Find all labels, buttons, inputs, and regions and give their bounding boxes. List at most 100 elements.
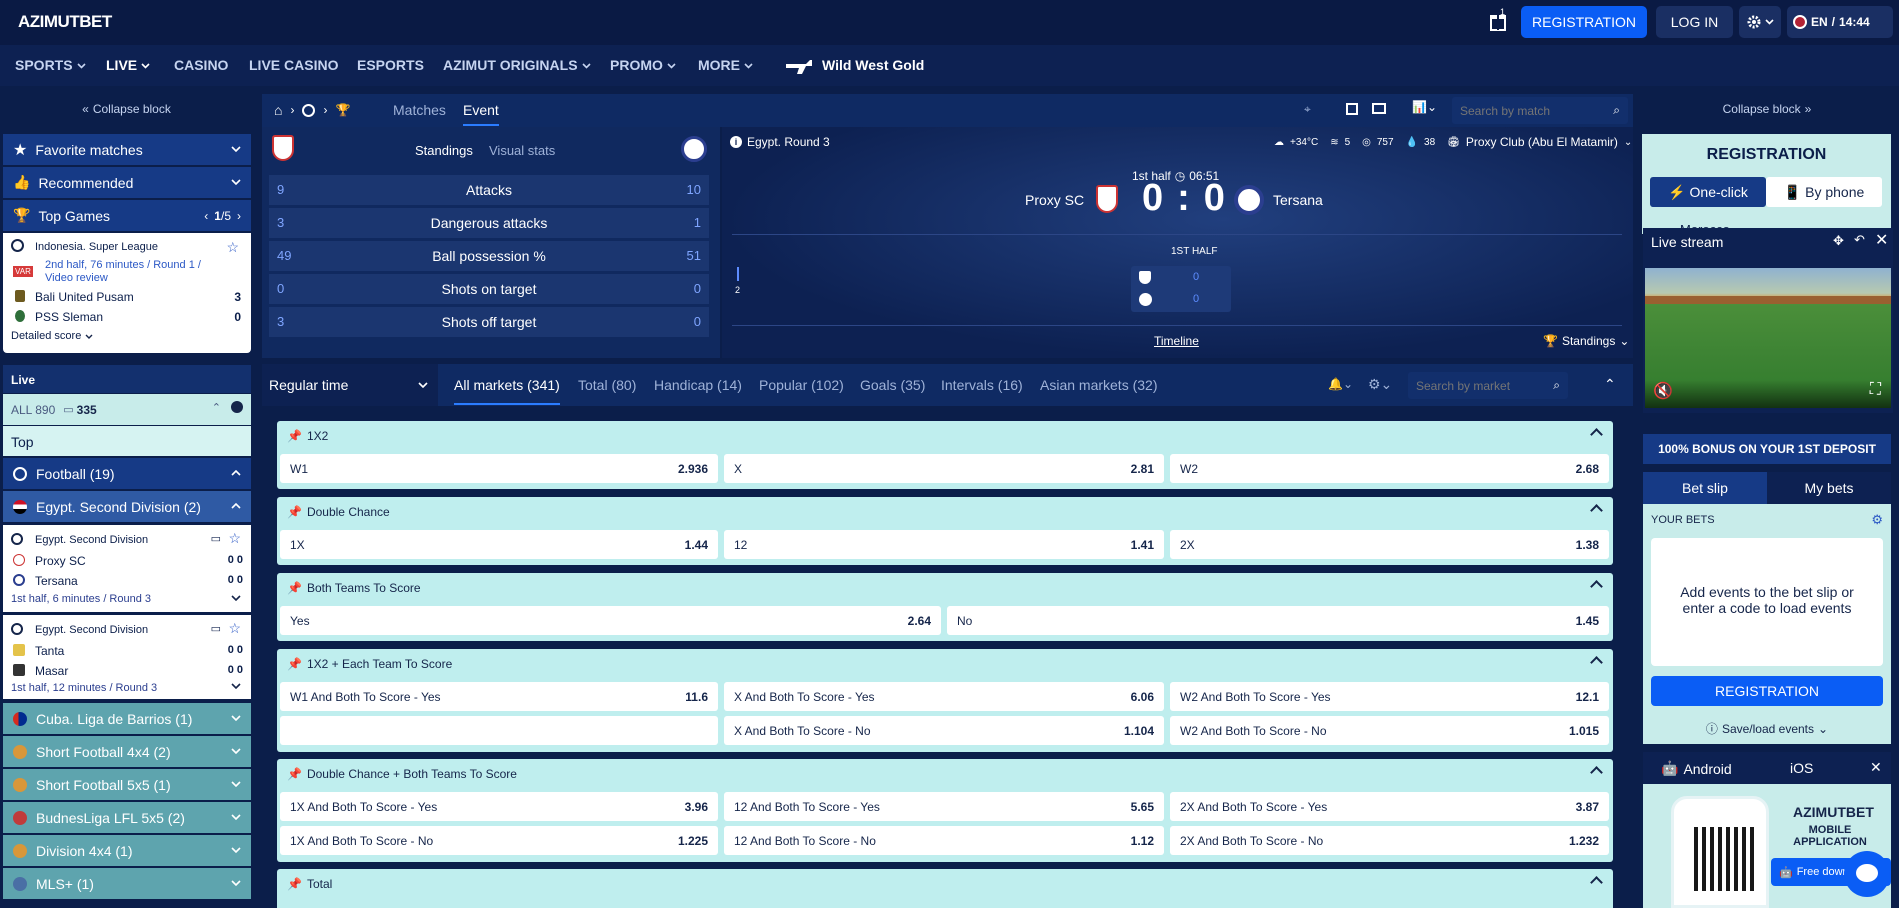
location-icon[interactable]: ⌖ <box>1304 102 1311 116</box>
close-icon[interactable]: ✕ <box>1875 232 1889 249</box>
chevron-up-icon[interactable] <box>1590 656 1603 669</box>
nav-casino[interactable]: CASINO <box>174 57 229 73</box>
odd-button[interactable]: 2X And Both To Score - No 1.232 <box>1170 826 1609 855</box>
market-search-input[interactable] <box>1416 378 1536 393</box>
football-section[interactable]: Football (19) <box>3 458 251 489</box>
league-budnesliga[interactable]: BudnesLiga LFL 5x5 (2) <box>3 802 251 833</box>
tab-matches[interactable]: Matches <box>393 102 446 118</box>
chat-button[interactable] <box>1844 851 1890 897</box>
search-icon[interactable]: ⌕ <box>1613 103 1620 117</box>
prev-arrow[interactable]: ‹ <box>204 208 209 223</box>
odd-button[interactable]: W2 2.68 <box>1170 454 1609 483</box>
market-tab-all[interactable]: All markets (341) <box>454 377 560 405</box>
gift-icon[interactable]: 1 <box>1488 7 1508 32</box>
top-games[interactable]: 🏆 Top Games ‹ 1/5 › <box>3 200 251 231</box>
chevron-up-icon[interactable] <box>1590 766 1603 779</box>
odd-button[interactable]: 2X 1.38 <box>1170 530 1609 559</box>
league-short-football-4x4[interactable]: Short Football 4x4 (2) <box>3 736 251 767</box>
tab-bet-slip[interactable]: Bet slip <box>1643 472 1767 504</box>
settings-button[interactable] <box>1739 6 1781 38</box>
odd-button[interactable]: X And Both To Score - Yes 6.06 <box>724 682 1164 711</box>
bell-icon[interactable]: 🔔⌄ <box>1328 377 1353 391</box>
league-division-4x4[interactable]: Division 4x4 (1) <box>3 835 251 866</box>
period-select[interactable]: Regular time <box>262 364 438 406</box>
odd-button[interactable]: W2 And Both To Score - Yes 12.1 <box>1170 682 1609 711</box>
market-tab-goals[interactable]: Goals (35) <box>860 377 926 393</box>
favorite-star-icon[interactable]: ☆ <box>226 239 239 255</box>
collapse-block-right[interactable]: Collapse block» <box>1722 102 1812 116</box>
stat-tab-visual[interactable]: Visual stats <box>489 143 556 158</box>
top-filter[interactable]: Top <box>3 426 251 456</box>
league-short-football-5x5[interactable]: Short Football 5x5 (1) <box>3 769 251 800</box>
tab-my-bets[interactable]: My bets <box>1767 472 1891 504</box>
tab-event[interactable]: Event <box>463 102 499 126</box>
bonus-banner[interactable]: 100% BONUS ON YOUR 1ST DEPOSIT <box>1643 434 1891 464</box>
globe-icon[interactable] <box>231 401 243 413</box>
nav-wild-west-gold[interactable]: Wild West Gold <box>784 45 924 86</box>
collapse-all-icon[interactable]: ⌃ <box>211 402 221 414</box>
market-tab-intervals[interactable]: Intervals (16) <box>941 377 1023 393</box>
league-cuba[interactable]: Cuba. Liga de Barrios (1) <box>3 703 251 734</box>
chevron-up-icon[interactable] <box>1590 428 1603 441</box>
nav-esports[interactable]: ESPORTS <box>357 57 424 73</box>
timeline-link[interactable]: Timeline <box>1154 334 1199 348</box>
qr-code[interactable] <box>1694 827 1758 891</box>
save-load-events[interactable]: ⓘ Save/load events ⌄ <box>1705 721 1829 737</box>
odd-button[interactable]: W2 And Both To Score - No 1.015 <box>1170 716 1609 745</box>
info-icon[interactable]: i <box>730 136 742 148</box>
match-search[interactable]: ⌕ <box>1452 97 1628 124</box>
logo[interactable]: AZIMUTBET <box>18 12 112 31</box>
live-match-card-1[interactable]: Egypt. Second Division ▭ ☆ Proxy SC 0 0 … <box>3 525 251 612</box>
odd-button[interactable]: 12 And Both To Score - No 1.12 <box>724 826 1164 855</box>
nav-sports[interactable]: SPORTS <box>15 45 86 86</box>
login-button[interactable]: LOG IN <box>1656 6 1733 38</box>
fullscreen-icon[interactable]: ⛶ <box>1869 381 1881 398</box>
soccer-ball-icon[interactable] <box>302 103 316 117</box>
odd-button[interactable]: 2X And Both To Score - Yes 3.87 <box>1170 792 1609 821</box>
video-frame[interactable]: 🔇 ⛶ <box>1645 268 1891 408</box>
nav-more[interactable]: MORE <box>698 45 753 86</box>
odd-button[interactable]: 1X 1.44 <box>280 530 718 559</box>
market-search[interactable]: ⌕ <box>1408 372 1568 399</box>
odd-button[interactable]: Yes 2.64 <box>280 606 941 635</box>
market-tab-popular[interactable]: Popular (102) <box>759 377 844 393</box>
top-match-card[interactable]: Indonesia. Super League ☆ VAR 2nd half, … <box>3 233 251 353</box>
odd-button[interactable]: 1X And Both To Score - No 1.225 <box>280 826 718 855</box>
live-match-card-2[interactable]: Egypt. Second Division ▭ ☆ Tanta 0 0 Mas… <box>3 615 251 699</box>
standings-button[interactable]: 🏆 Standings ⌄ <box>1543 334 1630 348</box>
language-time-selector[interactable]: EN / 14:44 <box>1787 6 1893 38</box>
market-tab-handicap[interactable]: Handicap (14) <box>654 377 742 393</box>
search-icon[interactable]: ⌕ <box>1553 378 1560 392</box>
gear-icon[interactable]: ⚙⌄ <box>1368 376 1393 392</box>
live-all-row[interactable]: ALL 890 ▭ 335 ⌃ <box>3 394 251 425</box>
layout-single-icon[interactable] <box>1346 103 1358 115</box>
chart-icon[interactable]: 📊⌄ <box>1412 100 1437 114</box>
recommended[interactable]: 👍 Recommended <box>3 167 251 198</box>
collapse-all-icon[interactable]: ⌃ <box>1604 376 1616 392</box>
chevron-up-icon[interactable] <box>1590 504 1603 517</box>
stat-tab-standings[interactable]: Standings <box>415 143 473 158</box>
market-tab-asian[interactable]: Asian markets (32) <box>1040 377 1158 393</box>
league-mls-plus[interactable]: MLS+ (1) <box>3 868 251 899</box>
home-icon[interactable]: ⌂ <box>274 102 283 118</box>
gear-icon[interactable]: ⚙ <box>1871 512 1883 527</box>
nav-live-casino[interactable]: LIVE CASINO <box>249 57 339 73</box>
by-phone-tab[interactable]: 📱 By phone <box>1766 177 1882 207</box>
one-click-tab[interactable]: ⚡ One-click <box>1650 177 1766 207</box>
odd-button[interactable]: W1 2.936 <box>280 454 718 483</box>
undock-icon[interactable]: ↶ <box>1854 232 1865 247</box>
favorite-matches[interactable]: ★ Favorite matches <box>3 134 251 165</box>
betslip-registration-button[interactable]: REGISTRATION <box>1651 676 1883 706</box>
favorite-star-icon[interactable]: ☆ <box>228 620 241 636</box>
market-tab-total[interactable]: Total (80) <box>578 377 637 393</box>
odd-button[interactable]: X And Both To Score - No 1.104 <box>724 716 1164 745</box>
odd-button[interactable]: 12 And Both To Score - Yes 5.65 <box>724 792 1164 821</box>
odd-button[interactable]: 12 1.41 <box>724 530 1164 559</box>
chevron-up-icon[interactable] <box>1590 580 1603 593</box>
mute-icon[interactable]: 🔇 <box>1653 383 1673 400</box>
odd-button[interactable]: 1X And Both To Score - Yes 3.96 <box>280 792 718 821</box>
detailed-score-link[interactable]: Detailed score <box>11 330 93 342</box>
nav-live[interactable]: LIVE <box>106 45 150 86</box>
trophy-icon[interactable]: 🏆 <box>335 103 351 117</box>
chevron-up-icon[interactable] <box>1590 876 1603 889</box>
